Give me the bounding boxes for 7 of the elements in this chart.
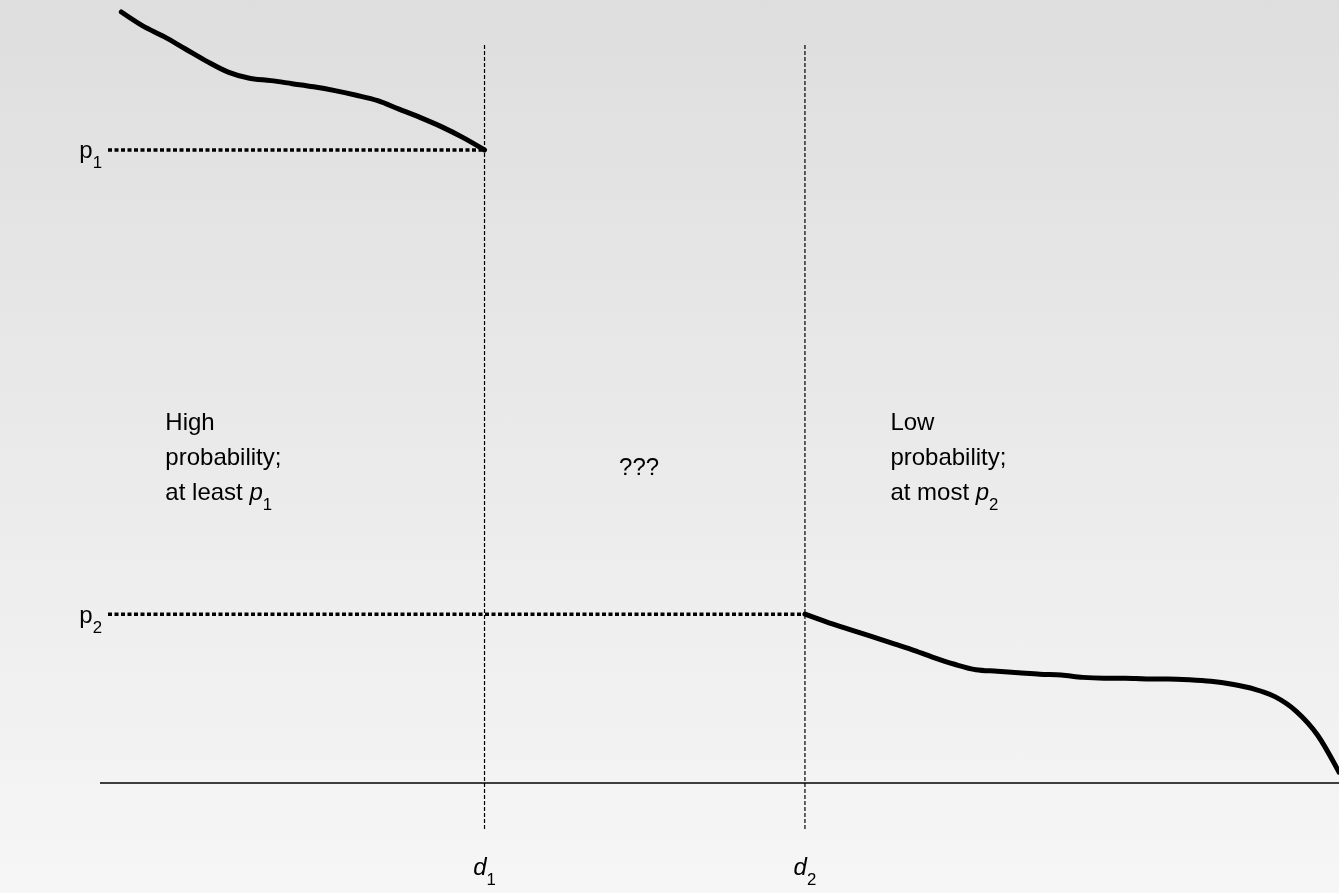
- annotation: High probability; at least p$_{1}$: [165, 408, 282, 514]
- annotation: Low probability; at most p$_{2}$: [890, 408, 1007, 514]
- annotation: ???: [619, 453, 660, 480]
- ref-line-label: p$_{1}$: [79, 136, 102, 172]
- ref-line-label: p$_{2}$: [79, 600, 102, 637]
- x-tick-label: d$_{2}$: [793, 853, 817, 889]
- x-tick-label: d$_{1}$: [473, 853, 496, 889]
